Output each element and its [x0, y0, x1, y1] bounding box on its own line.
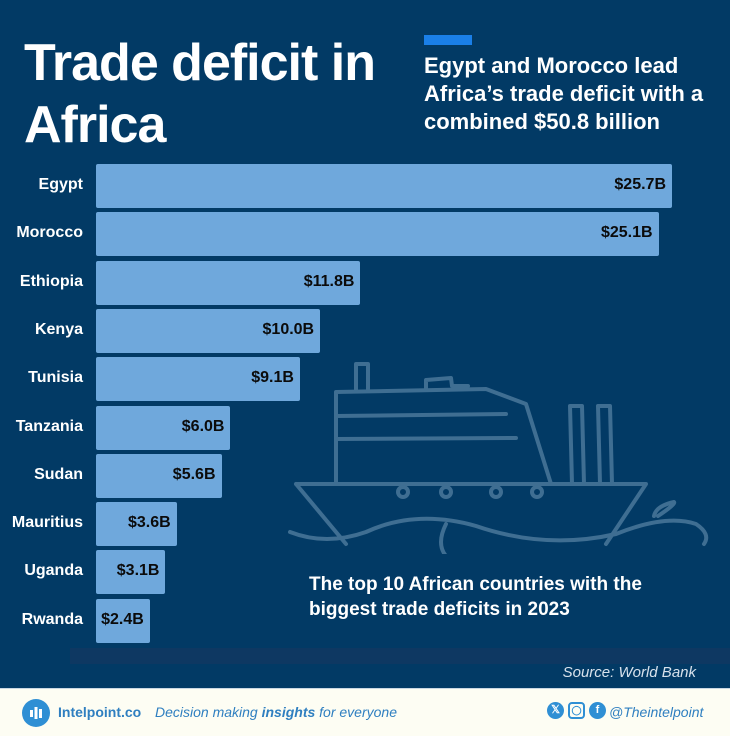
tagline-post: for everyone	[315, 704, 397, 720]
data-label: $3.6B	[127, 514, 171, 532]
accent-bar	[424, 35, 472, 45]
category-label: Ethiopia	[19, 272, 83, 290]
data-label: $5.6B	[172, 465, 216, 483]
instagram-icon[interactable]: ◯	[568, 702, 585, 719]
category-label: Rwanda	[21, 610, 83, 628]
data-label: $9.1B	[251, 369, 294, 387]
data-label: $25.7B	[614, 176, 666, 193]
subtitle: Egypt and Morocco lead Africa’s trade de…	[424, 53, 704, 134]
data-label: $25.1B	[600, 224, 653, 242]
bar-morocco: $25.1B	[96, 212, 659, 257]
category-label: Kenya	[34, 320, 83, 338]
source-text: Source: World Bank	[562, 664, 696, 681]
tagline: Decision making insights for everyone	[155, 704, 397, 720]
footer: Intelpoint.co Decision making insights f…	[0, 688, 730, 736]
tagline-pre: Decision making	[155, 704, 262, 720]
bar-mauritius: $3.6B	[96, 502, 177, 547]
category-label: Uganda	[24, 562, 83, 580]
data-label: $6.0B	[181, 417, 225, 435]
category-label: Egypt	[38, 176, 83, 193]
tagline-bold: insights	[261, 704, 316, 720]
brand-link[interactable]: Intelpoint.co	[58, 704, 142, 720]
category-label: Tanzania	[15, 417, 83, 435]
social-handle[interactable]: @Theintelpoint	[609, 704, 704, 720]
bar-sudan: $5.6B	[96, 453, 222, 498]
category-label: Sudan	[34, 465, 83, 483]
bar-egypt: $25.7B	[96, 164, 672, 208]
infographic-panel: Trade deficit in Africa Egypt and Morocc…	[0, 0, 730, 688]
facebook-icon[interactable]: f	[589, 702, 606, 719]
chart-note: The top 10 African countries with the bi…	[309, 574, 642, 620]
bar-ethiopia: $11.8B	[96, 260, 361, 305]
x-axis	[70, 648, 730, 664]
bar-kenya: $10.0B	[96, 308, 321, 353]
data-label: $3.1B	[116, 562, 160, 580]
category-label: Mauritius	[11, 514, 83, 532]
page-title: Trade deficit in Africa	[24, 34, 376, 154]
ship-illustration-icon	[288, 362, 709, 554]
data-label: $2.4B	[101, 610, 144, 628]
data-label: $10.0B	[262, 320, 315, 338]
bar-tunisia: $9.1B	[96, 357, 300, 402]
bar-tanzania: $6.0B	[96, 405, 231, 450]
bar-chart: Egypt $25.7B Morocco $25.1B Ethiopia $11.8B Ke…	[11, 164, 672, 643]
intelpoint-logo-icon[interactable]	[22, 699, 50, 727]
data-label: $11.8B	[303, 272, 355, 290]
category-label: Tunisia	[28, 369, 83, 387]
bar-uganda: $3.1B	[96, 550, 166, 595]
bar-rwanda: $2.4B	[96, 598, 150, 643]
x-icon[interactable]: 𝕏	[547, 702, 564, 719]
category-label: Morocco	[16, 224, 83, 242]
